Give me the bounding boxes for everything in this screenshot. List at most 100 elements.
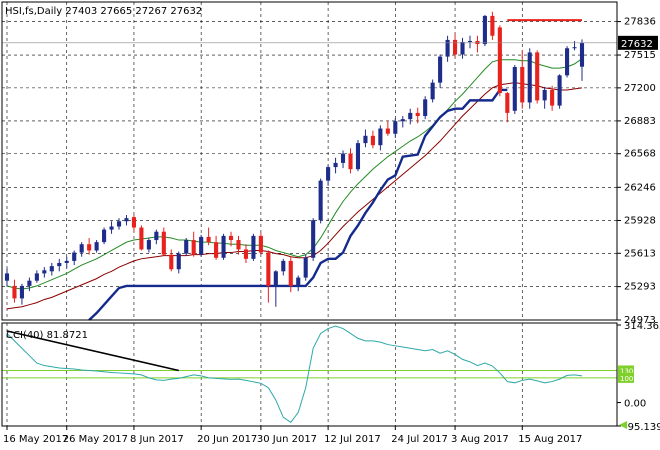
candle-body <box>87 244 92 251</box>
cci-level-tag-label: 100 <box>620 375 633 383</box>
cci-level-tag <box>618 372 634 383</box>
candle-body <box>326 167 331 181</box>
candle-body <box>542 89 547 101</box>
candle-body <box>482 15 487 45</box>
candle-body <box>535 52 540 101</box>
price-tick-label: 27515 <box>624 50 656 61</box>
candle-body <box>430 82 435 100</box>
candle-body <box>124 218 129 222</box>
cci-marker-arrow <box>619 421 627 429</box>
candle-body <box>64 260 69 263</box>
x-tick-label: 3 Aug 2017 <box>451 434 509 445</box>
candle-body <box>363 135 368 144</box>
candle-body <box>169 254 174 270</box>
price-tick-label: 25613 <box>624 248 656 259</box>
chart-title: HSI,fs,Daily 27403 27665 27267 27632 <box>5 6 202 17</box>
candle-body <box>467 40 473 43</box>
candle-body <box>184 240 189 254</box>
candle-body <box>79 244 84 253</box>
candle-body <box>273 271 278 286</box>
candle-body <box>221 235 226 258</box>
x-tick-label: 20 Jun 2017 <box>197 434 257 445</box>
x-tick-label: 15 Aug 2017 <box>518 434 582 445</box>
x-tick-label: 30 Jun 2017 <box>257 434 317 445</box>
candle-body <box>57 262 62 267</box>
candle-body <box>475 40 480 45</box>
price-tick-label: 27836 <box>624 17 656 28</box>
candle-body <box>206 236 211 243</box>
candle-body <box>311 220 316 258</box>
candle-body <box>288 260 293 286</box>
candle-body <box>385 128 390 134</box>
cci-line <box>6 325 583 423</box>
x-tick-label: 16 May 2017 <box>3 434 68 445</box>
price-tick-label: 27200 <box>624 83 656 94</box>
cci-series <box>2 325 617 423</box>
cci-level-tag <box>618 365 634 376</box>
candle-body <box>415 112 420 117</box>
candle-body <box>400 119 405 122</box>
price-tick-label: 26883 <box>624 116 656 127</box>
price-tick-label: 25293 <box>624 282 656 293</box>
labels: HSI,fs,Daily 27403 27665 27267 27632 CCI… <box>5 6 202 341</box>
candle-body <box>340 153 346 163</box>
cci-tick-label: -95.1391 <box>624 422 660 433</box>
candle-body <box>348 153 353 170</box>
candle-body <box>94 242 99 251</box>
candle-body <box>557 75 562 106</box>
candle-body <box>102 229 107 243</box>
x-tick-label: 12 Jul 2017 <box>324 434 381 445</box>
price-tick-label: 24973 <box>624 315 656 326</box>
candle-body <box>408 112 413 120</box>
candle-body <box>296 277 301 286</box>
candle-body <box>146 240 151 250</box>
candle-body <box>355 143 361 170</box>
candle-body <box>512 67 517 111</box>
candle-body <box>258 235 263 253</box>
cci-tick-label: 314.3633 <box>624 321 660 332</box>
x-tick-label: 8 Jun 2017 <box>130 434 184 445</box>
cci-level-tag-label: 130 <box>620 367 633 375</box>
candle-body <box>161 231 166 255</box>
candle-body <box>303 257 308 278</box>
candle-body <box>27 280 32 286</box>
candle-body <box>460 42 465 55</box>
candle-body <box>251 235 256 259</box>
candle-body <box>572 47 577 49</box>
candle-body <box>228 235 234 241</box>
cci-grid <box>6 323 523 426</box>
price-series <box>2 11 617 321</box>
last-price-tag <box>618 35 658 50</box>
candle-body <box>370 135 375 146</box>
candle-body <box>333 162 338 168</box>
candle-body <box>139 227 144 250</box>
price-tick-label: 25928 <box>624 215 656 226</box>
candle-body <box>34 273 39 281</box>
price-panel-frame <box>1 1 618 321</box>
cci-title: CCI(40) 81.8721 <box>6 330 88 341</box>
candle-body <box>490 15 495 36</box>
candle-body <box>281 260 286 272</box>
candle-body <box>199 236 204 255</box>
candle-body <box>154 231 159 241</box>
fast-moving-average-line <box>6 58 583 290</box>
candle-body <box>550 89 555 106</box>
candle-body <box>393 121 398 134</box>
candle-body <box>214 242 219 258</box>
slow-moving-average-line <box>6 82 583 310</box>
candle-body <box>236 240 241 250</box>
candle-body <box>176 253 181 270</box>
candle-body <box>445 39 450 57</box>
candle-body <box>520 67 525 103</box>
cci-panel-frame <box>1 322 618 427</box>
cci-trendline <box>6 330 179 372</box>
candle-body <box>423 99 428 117</box>
last-price-tag-label: 27632 <box>621 39 653 50</box>
candle-body <box>191 240 196 255</box>
candle-body <box>116 221 122 227</box>
candle-body <box>19 285 24 299</box>
candle-body <box>378 128 383 146</box>
